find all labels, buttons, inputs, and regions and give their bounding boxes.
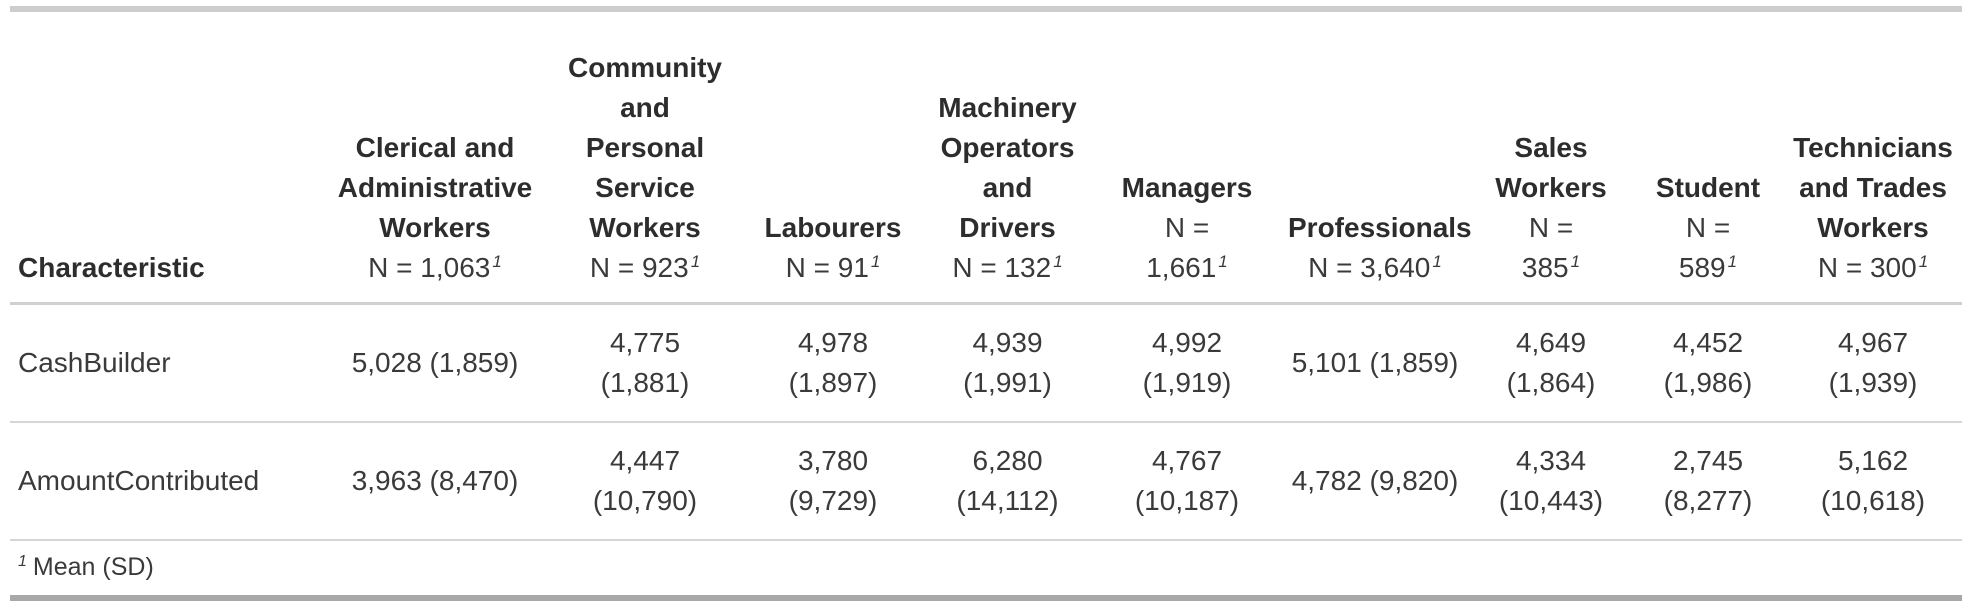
- column-n: N = 300 1: [1817, 251, 1929, 283]
- cell: 4,775 (1,881): [600, 327, 690, 398]
- column-n: N = 923 1: [589, 251, 701, 283]
- column-n: N = 91 1: [785, 251, 881, 283]
- column-label: Student: [1655, 172, 1761, 203]
- column-label: Professionals: [1288, 212, 1472, 243]
- header-row: Characteristic Clerical and Administrati…: [10, 9, 1962, 305]
- column-header-characteristic: Characteristic: [10, 9, 325, 305]
- footnote-mark: 1: [1570, 251, 1581, 271]
- column-n: N = 385 1: [1521, 212, 1581, 283]
- column-n: N = 1,063 1: [368, 251, 502, 283]
- footnote-text: Mean (SD): [32, 553, 154, 581]
- cell: 4,967 (1,939): [1828, 327, 1918, 398]
- cell: 5,101 (1,859): [1291, 347, 1459, 378]
- cell: 4,992 (1,919): [1142, 327, 1232, 398]
- cell: 4,334 (10,443): [1470, 421, 1632, 540]
- cell: 4,978 (1,897): [788, 327, 878, 398]
- column-header-technicians-trades: Technicians and Trades Workers N = 300 1: [1784, 9, 1962, 305]
- column-label: Machinery Operators and Drivers: [938, 92, 1077, 243]
- footnote-mark: 1: [1218, 251, 1228, 271]
- footnote-mark: 1: [1432, 251, 1442, 271]
- column-header-clerical-administrative: Clerical and Administrative Workers N = …: [325, 9, 545, 305]
- cell: 4,452 (1,986): [1663, 327, 1753, 398]
- footnote-mark: 1: [1918, 251, 1929, 271]
- column-header-community-personal-service: Community and Personal Service Workers N…: [545, 9, 745, 305]
- column-label: Clerical and Administrative Workers: [337, 132, 533, 243]
- cell: 4,447 (10,790): [545, 421, 745, 540]
- table-row-cashbuilder: CashBuilder 5,028 (1,859) 4,775 (1,881) …: [10, 304, 1962, 423]
- column-label: Community and Personal Service Workers: [568, 52, 722, 243]
- footnote-mark: 1: [1053, 251, 1063, 271]
- cell: 2,745 (8,277): [1632, 421, 1784, 540]
- cell: 5,162 (10,618): [1784, 421, 1962, 540]
- cell: 4,939 (1,991): [963, 327, 1052, 398]
- column-label: Managers: [1121, 172, 1253, 203]
- column-header-managers: Managers N = 1,661 1: [1094, 9, 1280, 305]
- column-n: N = 3,640 1: [1308, 251, 1442, 283]
- cell: 4,649 (1,864): [1506, 327, 1596, 398]
- column-label: Technicians and Trades Workers: [1793, 132, 1953, 243]
- row-label: CashBuilder: [18, 347, 171, 378]
- footnote-mark: 1: [1727, 251, 1738, 271]
- column-header-sales-workers: Sales Workers N = 385 1: [1470, 9, 1632, 305]
- summary-table: Characteristic Clerical and Administrati…: [10, 6, 1962, 601]
- footnote-row: 1 Mean (SD): [10, 539, 1962, 598]
- row-label: AmountContributed: [10, 421, 325, 540]
- footnote-mark: 1: [870, 251, 881, 271]
- footnote-mark: 1: [492, 251, 502, 271]
- column-header-professionals: Professionals N = 3,640 1: [1280, 9, 1472, 305]
- column-n: N = 132 1: [952, 251, 1063, 283]
- footnote-mark: 1: [690, 251, 701, 271]
- cell: 3,780 (9,729): [745, 421, 921, 540]
- cell: 4,767 (10,187): [1094, 421, 1280, 540]
- column-n: N = 589 1: [1678, 212, 1738, 283]
- cell: 5,028 (1,859): [351, 347, 519, 378]
- column-n: N = 1,661 1: [1146, 212, 1228, 283]
- cell: 3,963 (8,470): [325, 421, 545, 540]
- column-header-labourers: Labourers N = 91 1: [745, 9, 921, 305]
- footnote: 1 Mean (SD): [10, 539, 1962, 598]
- column-header-student: Student N = 589 1: [1632, 9, 1784, 305]
- table-row-amountcontributed: AmountContributed 3,963 (8,470) 4,447 (1…: [10, 421, 1962, 540]
- column-header-machinery-operators-drivers: Machinery Operators and Drivers N = 132 1: [921, 9, 1094, 305]
- cell: 4,782 (9,820): [1280, 421, 1470, 540]
- characteristic-header-label: Characteristic: [18, 252, 205, 283]
- cell: 6,280 (14,112): [921, 421, 1094, 540]
- column-label: Sales Workers: [1495, 132, 1607, 203]
- column-label: Labourers: [764, 212, 902, 243]
- footnote-mark: 1: [18, 552, 27, 570]
